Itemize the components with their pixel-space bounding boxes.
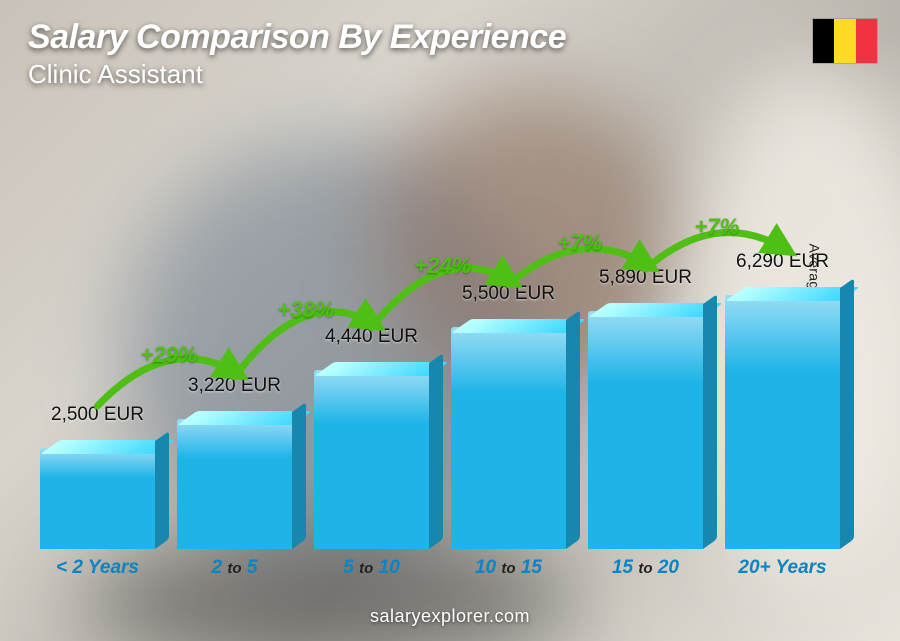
bar-value-label: 4,440 EUR: [280, 326, 464, 348]
x-axis-label: 2 to 5: [177, 557, 292, 579]
x-axis-label: < 2 Years: [40, 557, 155, 579]
footer-credit: salaryexplorer.com: [0, 606, 900, 627]
bar: [451, 327, 566, 549]
increase-pct-label: +29%: [140, 342, 197, 368]
bar-slot: 5,500 EUR: [451, 327, 566, 549]
bar-value-label: 3,220 EUR: [143, 375, 327, 397]
infographic-canvas: Salary Comparison By Experience Clinic A…: [0, 0, 900, 641]
bar-slot: 4,440 EUR: [314, 370, 429, 549]
x-axis-labels: < 2 Years 2 to 5 5 to 10 10 to 15 15 to 20 20…: [40, 557, 840, 579]
bar-value-label: 2,500 EUR: [6, 404, 190, 426]
bar: [40, 448, 155, 549]
bars-container: 2,500 EUR3,220 EUR4,440 EUR5,500 EUR5,89…: [40, 120, 840, 549]
bar-slot: 3,220 EUR: [177, 419, 292, 549]
increase-pct-label: +24%: [414, 253, 471, 279]
bar-slot: 5,890 EUR: [588, 311, 703, 549]
x-axis-label: 20+ Years: [725, 557, 840, 579]
bar: [314, 370, 429, 549]
bar-slot: 6,290 EUR: [725, 295, 840, 549]
bar: [588, 311, 703, 549]
flag-stripe-2: [834, 19, 855, 63]
x-axis-label: 10 to 15: [451, 557, 566, 579]
bar: [177, 419, 292, 549]
bar-slot: 2,500 EUR: [40, 448, 155, 549]
increase-pct-label: +7%: [558, 230, 603, 256]
country-flag: [812, 18, 878, 64]
x-axis-label: 5 to 10: [314, 557, 429, 579]
chart-title: Salary Comparison By Experience: [28, 18, 790, 57]
bar-value-label: 6,290 EUR: [691, 251, 875, 273]
bar: [725, 295, 840, 549]
flag-stripe-3: [856, 19, 877, 63]
bar-chart: 2,500 EUR3,220 EUR4,440 EUR5,500 EUR5,89…: [40, 120, 840, 571]
header: Salary Comparison By Experience Clinic A…: [28, 18, 790, 90]
increase-pct-label: +38%: [277, 297, 334, 323]
x-axis-label: 15 to 20: [588, 557, 703, 579]
flag-stripe-1: [813, 19, 834, 63]
chart-subtitle: Clinic Assistant: [28, 59, 790, 90]
increase-pct-label: +7%: [695, 214, 740, 240]
